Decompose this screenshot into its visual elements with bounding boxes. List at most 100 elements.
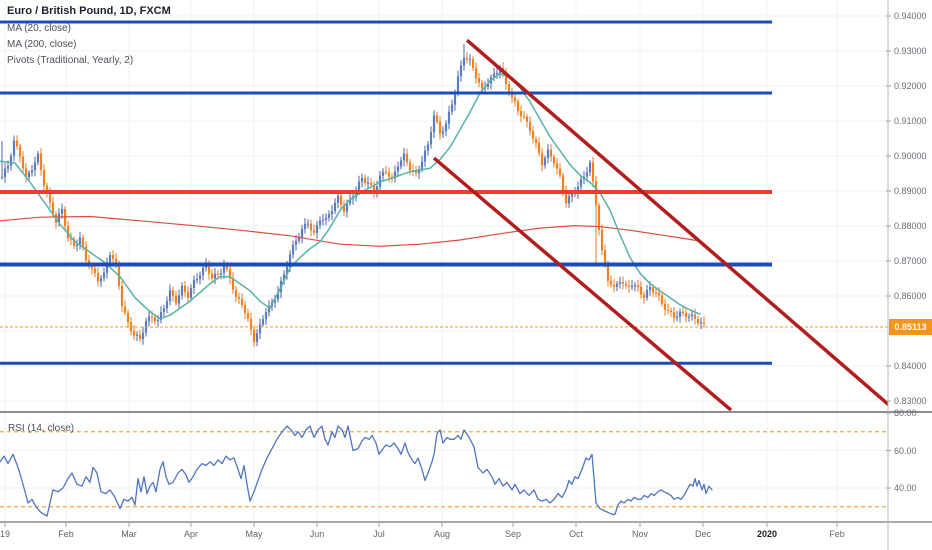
trendline[interactable]: [432, 156, 733, 412]
candle-body: [651, 287, 655, 293]
candle-body: [534, 138, 538, 143]
candle-body: [621, 282, 625, 284]
candle-body: [369, 182, 373, 185]
candle-body: [90, 266, 94, 269]
price-axis-label: 0.88000: [894, 221, 927, 231]
candle-body: [579, 179, 583, 187]
trendline[interactable]: [465, 38, 890, 407]
legend-indicator-row[interactable]: MA (20, close): [7, 23, 71, 34]
candle-body: [429, 132, 433, 145]
candle-body: [624, 283, 628, 286]
candle-body: [633, 285, 637, 287]
candle-body: [171, 290, 175, 296]
candle-body: [114, 259, 118, 264]
candle-body: [288, 254, 292, 267]
candle-body: [234, 289, 238, 298]
candle-body: [123, 306, 127, 313]
legend-indicator-row[interactable]: MA (200, close): [7, 39, 77, 50]
candle-body: [336, 195, 340, 203]
candle-body: [567, 196, 571, 204]
candle-body: [654, 292, 658, 294]
candle-body: [555, 163, 559, 169]
candle-body: [552, 156, 556, 164]
candle-body: [243, 304, 247, 314]
candle-body: [141, 332, 145, 339]
price-axis-label: 0.86000: [894, 291, 927, 301]
candle-body: [39, 153, 43, 170]
candle-body: [522, 116, 526, 118]
candle-body: [0, 177, 4, 179]
candle-body: [69, 238, 73, 240]
time-axis-label: Sep: [504, 529, 521, 539]
candle-body: [309, 223, 313, 231]
candle-body: [339, 195, 343, 205]
candle-body: [27, 172, 31, 177]
candle-body: [507, 83, 511, 94]
candle-body: [81, 237, 85, 247]
time-axis-label: 19: [0, 529, 10, 539]
candle-body: [201, 267, 205, 276]
candle-body: [612, 284, 616, 287]
candle-body: [36, 153, 40, 163]
candle-body: [666, 309, 670, 311]
rsi-axis-label: 80.00: [894, 408, 917, 418]
candle-body: [198, 275, 202, 279]
candle-body: [255, 333, 259, 342]
rsi-axis[interactable]: 80.00 60.00 40.00: [894, 0, 932, 550]
candle-body: [609, 280, 613, 285]
time-axis-label: Dec: [694, 529, 711, 539]
candle-body: [42, 169, 46, 186]
candle-body: [423, 150, 427, 162]
time-axis-label: Feb: [829, 529, 845, 539]
price-axis[interactable]: 0.94000 0.93000 0.92000 0.91000 0.90000 0.890…: [894, 0, 932, 550]
candle-body: [183, 285, 187, 292]
price-axis-label: 0.90000: [894, 151, 927, 161]
candle-body: [372, 184, 376, 193]
candle-body: [690, 314, 694, 317]
candle-body: [150, 316, 154, 318]
price-axis-label: 0.89000: [894, 186, 927, 196]
candle-body: [345, 203, 349, 212]
candle-body: [588, 162, 592, 173]
candle-body: [186, 291, 190, 298]
candle-body: [450, 104, 454, 112]
candle-body: [636, 285, 640, 287]
candle-body: [672, 311, 676, 318]
candle-body: [546, 149, 550, 159]
candle-body: [156, 320, 160, 322]
candle-body: [591, 162, 595, 182]
candle-body: [63, 209, 67, 227]
candle-body: [561, 175, 565, 191]
candle-body: [678, 311, 682, 317]
candle-body: [135, 334, 139, 336]
candle-body: [285, 266, 289, 275]
price-axis-label: 0.87000: [894, 256, 927, 266]
time-axis-label: May: [245, 529, 263, 539]
candle-body: [342, 204, 346, 212]
candle-body: [657, 292, 661, 296]
candle-body: [273, 299, 277, 303]
legend-indicator-row[interactable]: Pivots (Traditional, Yearly, 2): [7, 55, 134, 66]
candle-body: [408, 162, 412, 171]
candle-body: [207, 264, 211, 274]
candle-body: [174, 295, 178, 304]
rsi-axis-label: 60.00: [894, 445, 917, 456]
candle-body: [675, 316, 679, 318]
candle-body: [192, 279, 196, 289]
rsi-indicator-label[interactable]: RSI (14, close): [8, 423, 75, 434]
time-axis-label: Feb: [58, 529, 74, 539]
candle-body: [447, 111, 451, 124]
price-axis-label: 0.94000: [894, 11, 927, 21]
candle-body: [303, 223, 307, 229]
candle-body: [366, 182, 370, 184]
symbol-title[interactable]: Euro / British Pound, 1D, FXCM: [7, 5, 171, 17]
candle-body: [465, 57, 469, 60]
candle-body: [51, 202, 55, 215]
candle-body: [168, 290, 172, 302]
candle-body: [402, 153, 406, 161]
candle-body: [300, 228, 304, 238]
candle-body: [276, 292, 280, 300]
candle-body: [3, 168, 7, 177]
